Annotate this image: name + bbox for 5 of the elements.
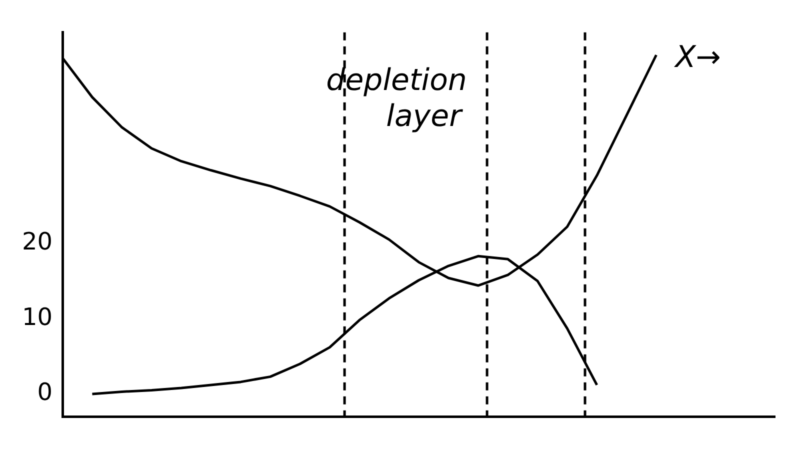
annotation: X→ [673, 40, 721, 76]
y-tick-label: 0 [37, 378, 53, 406]
annotation: depletion layer [326, 63, 467, 134]
y-tick-label: 10 [22, 302, 53, 331]
y-tick-label: 20 [22, 228, 53, 256]
